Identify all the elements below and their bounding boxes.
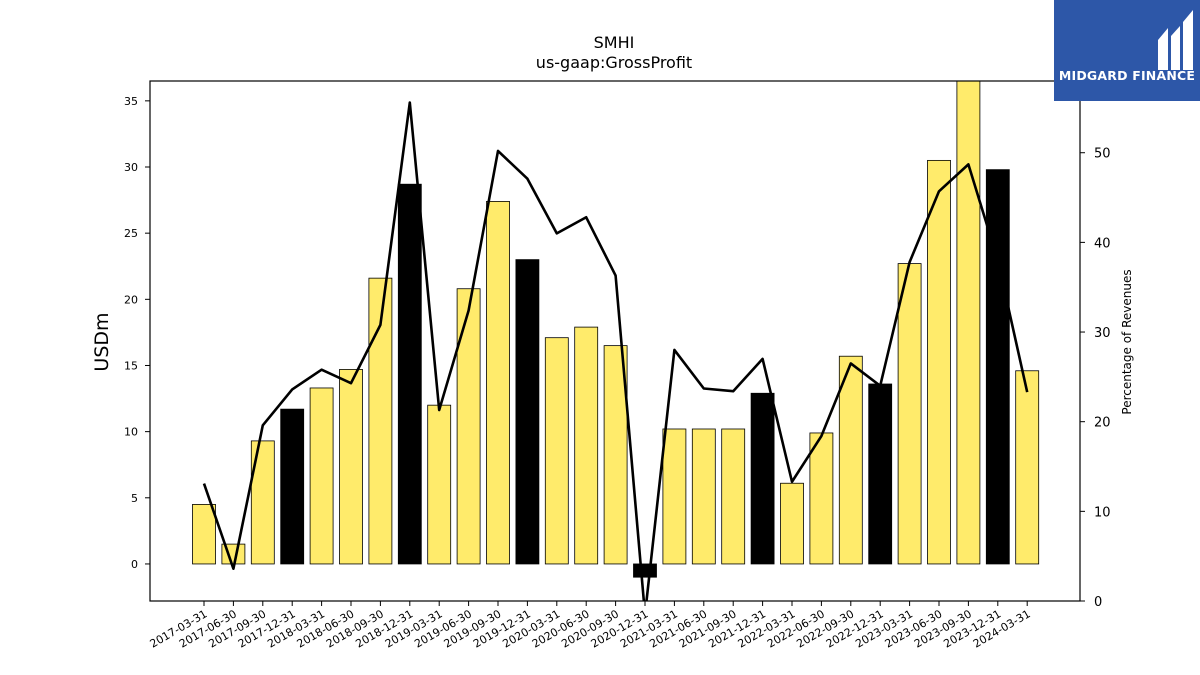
bar xyxy=(750,392,775,565)
logo-text: MIDGARD FINANCE xyxy=(1058,68,1196,83)
bar xyxy=(897,263,922,565)
y-tick-label: 0 xyxy=(131,558,138,571)
midgard-finance-logo: MIDGARD FINANCE xyxy=(1054,0,1200,101)
y2-axis-label: Percentage of Revenues xyxy=(1120,269,1134,414)
y-tick-label: 20 xyxy=(124,293,138,306)
bar xyxy=(838,355,863,565)
chart-subtitle: us-gaap:GrossProfit xyxy=(535,53,693,72)
bar xyxy=(192,504,216,565)
bar xyxy=(1015,370,1040,565)
y2-tick-label: 10 xyxy=(1094,505,1111,520)
bar xyxy=(603,345,628,565)
bar xyxy=(427,404,452,565)
y-tick-label: 10 xyxy=(124,426,138,439)
bar xyxy=(309,387,334,565)
logo-mark-icon xyxy=(1158,10,1193,70)
bar xyxy=(397,183,422,565)
y2-tick-label: 0 xyxy=(1094,595,1102,610)
y2-tick-label: 40 xyxy=(1094,236,1111,251)
bar xyxy=(985,169,1010,565)
bar xyxy=(456,288,481,565)
bar xyxy=(544,337,569,565)
bar xyxy=(780,482,804,565)
bar xyxy=(633,563,657,578)
y2-tick-label: 20 xyxy=(1094,416,1111,431)
bar xyxy=(250,440,275,565)
y-tick-label: 30 xyxy=(124,161,138,174)
y2-tick-label: 30 xyxy=(1094,326,1111,341)
bar xyxy=(956,80,981,565)
bar xyxy=(721,428,746,565)
bar xyxy=(691,428,716,565)
y-tick-label: 35 xyxy=(124,95,138,108)
bar xyxy=(515,259,540,565)
bar xyxy=(339,369,363,565)
bar xyxy=(574,326,599,565)
bar xyxy=(486,201,510,565)
plot-frame xyxy=(149,80,1081,602)
percentage-line xyxy=(202,101,1029,601)
y2-tick-label: 50 xyxy=(1094,147,1111,162)
y-tick-label: 15 xyxy=(124,359,138,372)
y-tick-label: 25 xyxy=(124,227,138,240)
bar xyxy=(280,408,305,565)
bar xyxy=(868,383,893,565)
chart-title: SMHI xyxy=(593,33,635,52)
bar xyxy=(368,277,393,565)
bar xyxy=(662,428,687,565)
bar xyxy=(927,159,951,565)
y-tick-label: 5 xyxy=(131,492,138,505)
bar xyxy=(809,432,834,565)
y-axis-label: USDm xyxy=(91,312,113,371)
